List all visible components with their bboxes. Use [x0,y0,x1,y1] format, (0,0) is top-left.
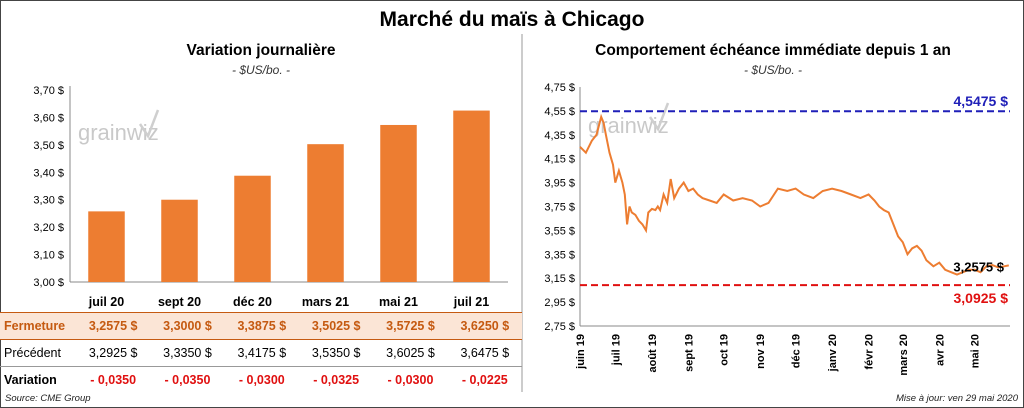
bar-chart-title: Variation journalière [186,42,336,59]
table-cell: 3,6025 $ [373,339,448,367]
bar-chart: grainwiz 3,00 $ 3,10 $ 3,20 $ 3,30 $ 3,40 $ 3,… [33,85,508,309]
logo-check-icon [648,102,670,132]
y-tick-label: 3,15 $ [544,273,575,285]
table-cell: 3,5350 $ [298,339,374,367]
x-tick-label: mai 21 [379,295,418,309]
grainwiz-logo: grainwiz [78,109,160,145]
x-tick-label: déc 20 [233,295,272,309]
y-tick-label: 3,00 $ [33,277,64,289]
table-row-variation: Variation - 0,0350 - 0,0350 - 0,0300 - 0… [0,367,522,394]
bar [88,211,125,282]
x-tick-label: févr 20 [864,334,876,369]
page-title: Marché du maïs à Chicago [379,8,645,31]
bar [307,144,344,282]
table-cell: 3,6475 $ [447,339,522,367]
last-price-label: 3,2575 $ [953,259,1004,274]
table-cell: - 0,0350 [164,373,211,387]
x-tick-label: nov 19 [755,334,767,369]
table-cell: 3,5725 $ [373,312,448,340]
bar [234,175,271,282]
x-tick-label: mars 20 [898,334,910,376]
x-tick-label: juin 19 [575,334,587,370]
bar [453,110,490,282]
y-tick-label: 4,55 $ [544,106,575,118]
prices-table: Fermeture 3,2575 $ 3,3000 $ 3,3875 $ 3,5… [0,312,522,393]
update-note: Mise à jour: ven 29 mai 2020 [896,393,1018,404]
y-tick-label: 3,35 $ [544,249,575,261]
bar-chart-units: - $US/bo. - [231,63,291,77]
y-tick-label: 4,75 $ [544,82,575,94]
x-tick-label: avr 20 [934,334,946,366]
x-tick-label: août 19 [647,334,659,373]
y-tick-label: 3,75 $ [544,202,575,214]
table-cell: 3,2575 $ [76,312,151,340]
y-tick-label: 3,55 $ [544,225,575,237]
y-tick-label: 3,95 $ [544,178,575,190]
table-cell: 3,3350 $ [150,339,225,367]
logo-check-icon [138,109,160,139]
table-cell: - 0,0325 [313,373,360,387]
x-tick-label: janv 20 [827,334,839,372]
table-row-fermeture: Fermeture 3,2575 $ 3,3000 $ 3,3875 $ 3,5… [0,312,522,340]
x-tick-label: oct 19 [719,334,731,366]
table-cell: - 0,0300 [238,373,285,387]
y-tick-label: 4,15 $ [544,154,575,166]
x-tick-label: mai 20 [970,334,982,368]
table-cell: 3,5025 $ [298,312,374,340]
table-cell: 3,3000 $ [150,312,225,340]
high-label: 4,5475 $ [954,93,1009,109]
x-tick-label: déc 19 [791,334,803,368]
table-cell: 3,4175 $ [224,339,299,367]
y-tick-label: 3,60 $ [33,112,64,124]
y-tick-label: 4,35 $ [544,130,575,142]
y-tick-label: 3,30 $ [33,195,64,207]
price-line [579,113,1009,276]
y-tick-label: 3,40 $ [33,167,64,179]
bar [161,199,198,282]
x-tick-label: juil 19 [610,334,622,366]
x-tick-label: mars 21 [302,295,349,309]
table-cell: 3,3875 $ [224,312,299,340]
x-tick-label: juil 20 [88,295,124,309]
table-cell: - 0,0300 [387,373,434,387]
y-tick-label: 3,20 $ [33,222,64,234]
table-cell: - 0,0225 [461,373,508,387]
y-tick-label: 3,50 $ [33,140,64,152]
y-tick-label: 3,10 $ [33,250,64,262]
source-note: Source: CME Group [5,393,91,404]
line-chart-title: Comportement échéance immédiate depuis 1… [595,42,951,59]
x-tick-label: sept 19 [683,334,695,372]
line-chart-units: - $US/bo. - [743,63,803,77]
table-cell: - 0,0350 [90,373,137,387]
y-tick-label: 3,70 $ [33,85,64,97]
x-tick-label: sept 20 [158,295,201,309]
row-label: Fermeture [0,312,76,340]
table-row-precedent: Précédent 3,2925 $ 3,3350 $ 3,4175 $ 3,5… [0,339,522,367]
bar [380,124,417,282]
table-cell: 3,2925 $ [76,339,151,367]
y-tick-label: 2,95 $ [544,297,575,309]
table-cell: 3,6250 $ [447,312,522,340]
y-tick-label: 2,75 $ [544,321,575,333]
low-label: 3,0925 $ [954,290,1009,306]
row-label: Précédent [0,339,76,367]
row-label: Variation [4,373,57,387]
x-tick-label: juil 21 [453,295,489,309]
